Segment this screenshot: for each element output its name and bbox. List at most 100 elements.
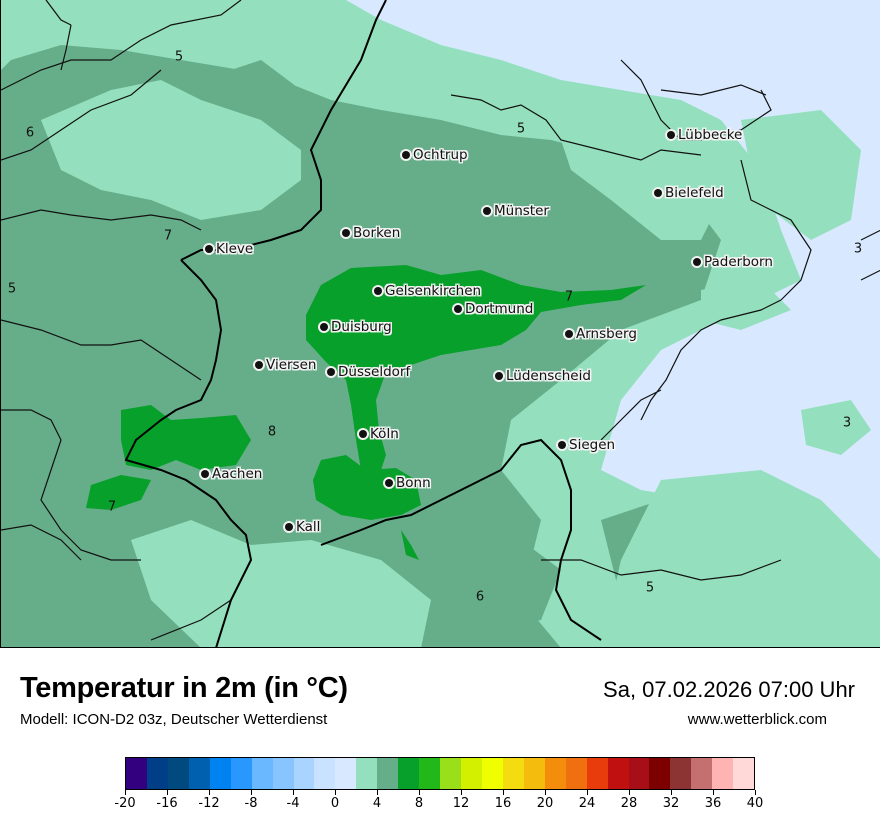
city-marker: Ochtrup <box>402 147 468 163</box>
colorbar-segment <box>649 758 671 789</box>
colorbar-tick <box>125 790 126 795</box>
colorbar-segment <box>586 758 608 789</box>
colorbar-segment <box>733 758 755 789</box>
colorbar-segment <box>544 758 566 789</box>
city-dot-icon <box>454 305 462 313</box>
city-name: Düsseldorf <box>338 364 411 380</box>
city-name: Dortmund <box>465 301 534 317</box>
website-link[interactable]: www.wetterblick.com <box>687 711 827 728</box>
city-dot-icon <box>558 441 566 449</box>
colorbar-tick <box>335 790 336 795</box>
city-name: Ochtrup <box>413 147 468 163</box>
colorbar-segment <box>398 758 420 789</box>
city-dot-icon <box>654 189 662 197</box>
colorbar-segment <box>356 758 378 789</box>
colorbar-segment <box>419 758 441 789</box>
colorbar-tick-label: -4 <box>286 796 300 811</box>
colorbar-tick <box>587 790 588 795</box>
map-canvas <box>1 0 880 647</box>
colorbar-tick-label: 20 <box>536 796 554 811</box>
colorbar-tick <box>167 790 168 795</box>
contour-label: 5 <box>174 49 184 65</box>
colorbar-tick-label: 8 <box>414 796 424 811</box>
city-name: Arnsberg <box>576 326 637 342</box>
colorbar-tick <box>377 790 378 795</box>
city-name: Kleve <box>216 241 254 257</box>
city-marker: Viersen <box>255 357 316 373</box>
colorbar-tick-label: 16 <box>494 796 512 811</box>
city-dot-icon <box>327 368 335 376</box>
city-marker: Kall <box>285 519 320 535</box>
city-marker: Lüdenscheid <box>495 368 591 384</box>
colorbar-tick-label: -16 <box>156 796 178 811</box>
colorbar-tick <box>419 790 420 795</box>
city-dot-icon <box>565 330 573 338</box>
city-marker: Dortmund <box>454 301 533 317</box>
city-name: Viersen <box>266 357 317 373</box>
city-name: Kall <box>296 519 321 535</box>
colorbar-tick <box>545 790 546 795</box>
city-name: Gelsenkirchen <box>385 283 482 299</box>
city-marker: Kleve <box>205 241 253 257</box>
colorbar-tick-label: 4 <box>372 796 382 811</box>
colorbar-tick <box>755 790 756 795</box>
city-dot-icon <box>205 245 213 253</box>
colorbar-tick-label: -8 <box>244 796 258 811</box>
colorbar-tick-label: 36 <box>704 796 722 811</box>
colorbar-ticks: -20 -16 -12 -8 -4 0 4 8 12 16 20 24 28 32 36 40 <box>114 790 763 820</box>
contour-label: 7 <box>564 289 574 305</box>
city-marker: Düsseldorf <box>327 364 410 380</box>
colorbar-segment <box>167 758 189 789</box>
forecast-datetime: Sa, 07.02.2026 07:00 Uhr <box>603 677 855 702</box>
colorbar-tick-label: -12 <box>198 796 220 811</box>
city-name: Lübbecke <box>678 127 743 143</box>
city-marker: Duisburg <box>320 319 392 335</box>
city-name: Borken <box>353 225 401 241</box>
colorbar-segment <box>691 758 713 789</box>
city-dot-icon <box>201 470 209 478</box>
city-name: Bielefeld <box>665 185 724 201</box>
city-dot-icon <box>342 229 350 237</box>
colorbar-tick-label: 24 <box>578 796 596 811</box>
city-dot-icon <box>495 372 503 380</box>
city-name: Duisburg <box>331 319 392 335</box>
city-marker: Bonn <box>385 475 431 491</box>
colorbar-tick <box>503 790 504 795</box>
city-marker: Arnsberg <box>565 326 637 342</box>
colorbar-segment <box>272 758 294 789</box>
colorbar-segment <box>481 758 503 789</box>
colorbar-tick-label: 40 <box>746 796 764 811</box>
city-marker: Paderborn <box>693 254 773 270</box>
city-dot-icon <box>320 323 328 331</box>
colorbar-segment <box>607 758 629 789</box>
colorbar-tick-label: 12 <box>452 796 470 811</box>
contour-label: 3 <box>853 241 863 257</box>
colorbar-segment <box>126 758 147 789</box>
colorbar-segment <box>565 758 587 789</box>
colorbar-segment <box>293 758 315 789</box>
temperature-map[interactable]: Lübbecke Ochtrup Bielefeld Münster Borken Kle… <box>0 0 880 648</box>
colorbar-tick <box>251 790 252 795</box>
contour-label: 7 <box>107 499 117 515</box>
city-marker: Borken <box>342 225 400 241</box>
city-name: Aachen <box>212 466 263 482</box>
colorbar-tick-label: -20 <box>114 796 136 811</box>
city-name: Münster <box>494 203 549 219</box>
city-dot-icon <box>359 430 367 438</box>
city-marker: Siegen <box>558 437 615 453</box>
colorbar-segment <box>670 758 692 789</box>
colorbar-tick-label: 0 <box>330 796 340 811</box>
contour-label: 7 <box>163 228 173 244</box>
city-marker: Münster <box>483 203 549 219</box>
colorbar-tick <box>293 790 294 795</box>
temperature-colorbar <box>125 757 755 790</box>
city-dot-icon <box>374 287 382 295</box>
colorbar-segment <box>188 758 210 789</box>
contour-label: 6 <box>475 589 485 605</box>
colorbar-segment <box>461 758 482 789</box>
colorbar-tick-label: 28 <box>620 796 638 811</box>
contour-label: 5 <box>7 281 17 297</box>
city-name: Lüdenscheid <box>506 368 591 384</box>
city-dot-icon <box>483 207 491 215</box>
colorbar-segment <box>146 758 168 789</box>
